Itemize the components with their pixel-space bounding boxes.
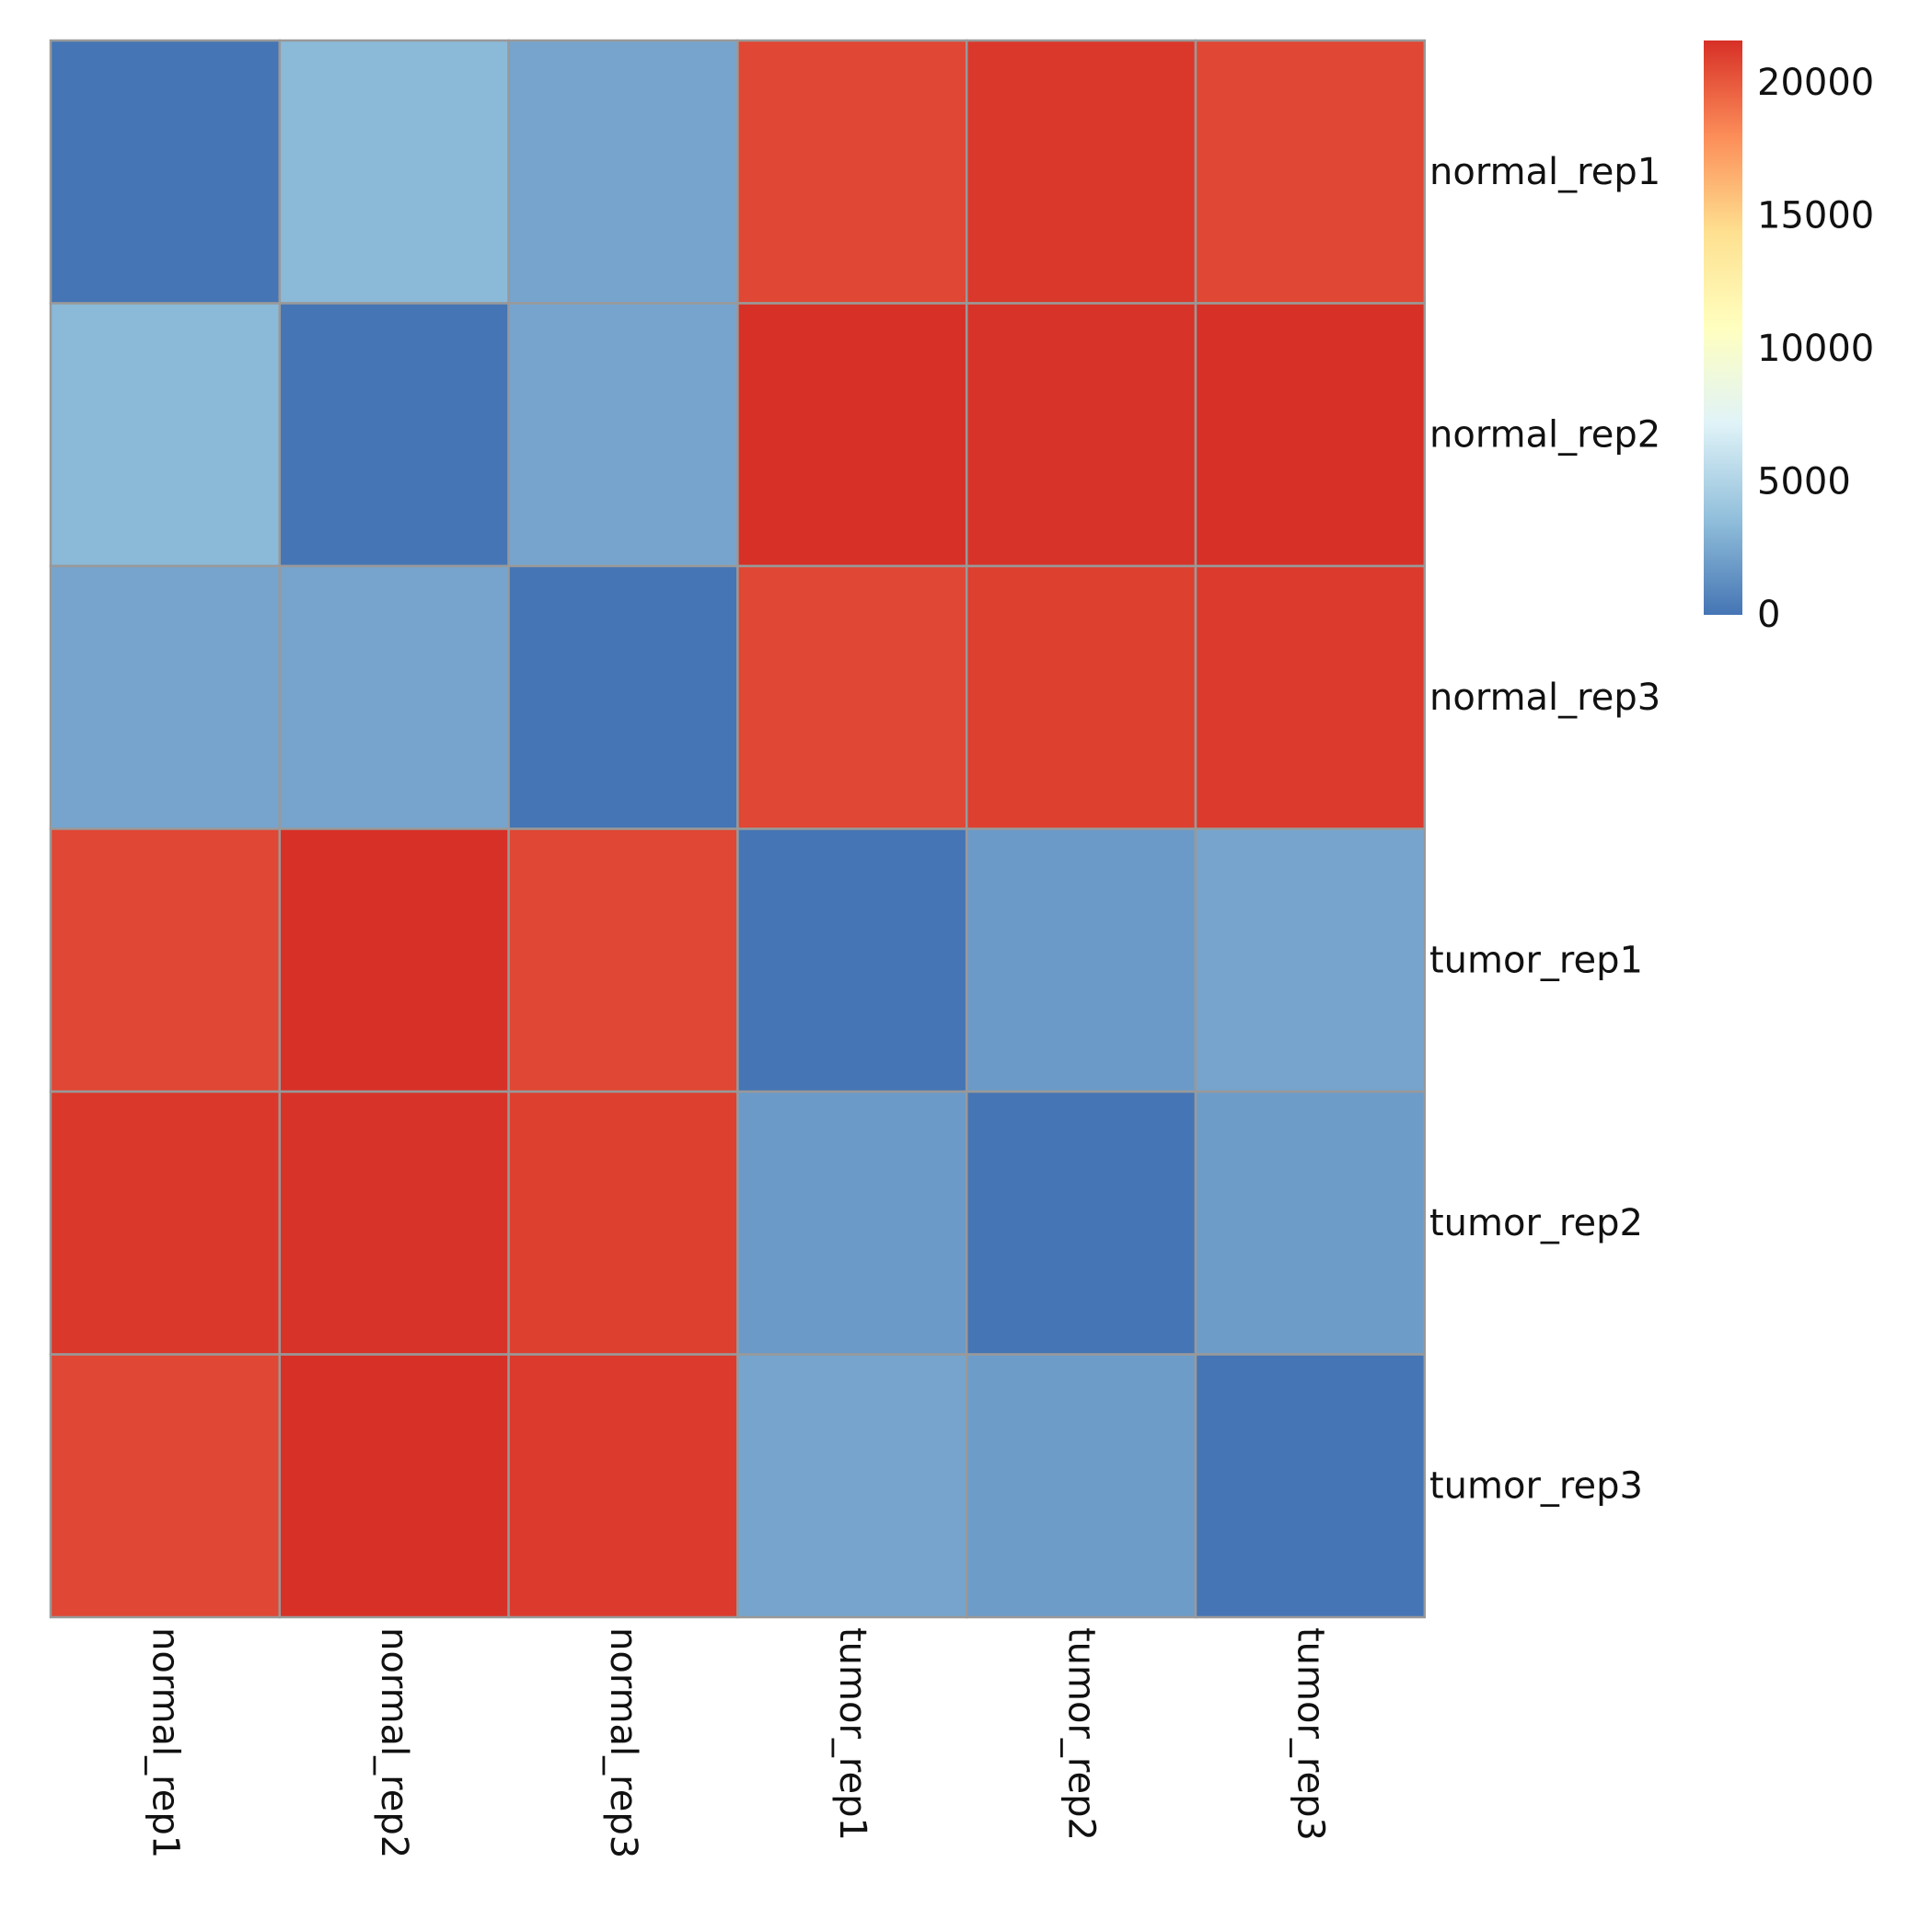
heatmap-cell <box>965 1353 1197 1619</box>
heatmap-cell <box>736 39 968 305</box>
heatmap-cell <box>278 39 510 305</box>
heatmap-cell <box>278 827 510 1093</box>
heatmap-cell <box>507 1353 739 1619</box>
column-label: tumor_rep3 <box>1289 1627 1331 1841</box>
heatmap-cell <box>736 302 968 568</box>
colorbar-tick-label: 15000 <box>1757 195 1874 237</box>
heatmap-cell <box>965 302 1197 568</box>
heatmap-cell <box>965 564 1197 830</box>
heatmap-cell <box>49 564 282 830</box>
heatmap-cell <box>736 1353 968 1619</box>
heatmap-cell <box>1194 564 1427 830</box>
heatmap-cell <box>278 1353 510 1619</box>
heatmap-cell <box>965 827 1197 1093</box>
column-label: tumor_rep1 <box>831 1627 873 1841</box>
heatmap-cell <box>278 302 510 568</box>
heatmap-cell <box>1194 1353 1427 1619</box>
heatmap-cell <box>965 1090 1197 1356</box>
column-labels: normal_rep1 normal_rep2 normal_rep3 tumor_r… <box>144 1627 1331 1858</box>
heatmap-cell <box>507 302 739 568</box>
heatmap-cell <box>49 302 282 568</box>
heatmap-cell <box>49 827 282 1093</box>
row-label: tumor_rep3 <box>1429 1464 1643 1507</box>
heatmap-cell <box>507 1090 739 1356</box>
heatmap-cell <box>1194 39 1427 305</box>
row-label: tumor_rep1 <box>1429 939 1643 981</box>
heatmap-cell <box>278 564 510 830</box>
column-label: normal_rep1 <box>144 1627 186 1858</box>
column-label: normal_rep3 <box>602 1627 644 1858</box>
row-labels: normal_rep1 normal_rep2 normal_rep3 tumor_r… <box>1429 151 1660 1508</box>
heatmap-cell <box>49 1353 282 1619</box>
heatmap-cell <box>1194 827 1427 1093</box>
heatmap-cell <box>736 827 968 1093</box>
colorbar: 0 5000 10000 15000 20000 <box>1704 40 1874 636</box>
colorbar-tick-label: 5000 <box>1757 461 1851 503</box>
heatmap-cell <box>507 39 739 305</box>
heatmap-cell <box>736 1090 968 1356</box>
heatmap-cell <box>278 1090 510 1356</box>
heatmap-cell <box>965 39 1197 305</box>
heatmap-cells <box>49 39 1427 1619</box>
heatmap-cell <box>49 1090 282 1356</box>
row-label: normal_rep3 <box>1429 677 1660 719</box>
colorbar-tick-label: 0 <box>1757 594 1780 636</box>
heatmap-cell <box>736 564 968 830</box>
heatmap-cell <box>507 564 739 830</box>
heatmap-cell <box>1194 302 1427 568</box>
colorbar-tick-label: 20000 <box>1757 62 1874 104</box>
heatmap-cell <box>507 827 739 1093</box>
column-label: tumor_rep2 <box>1060 1627 1103 1841</box>
colorbar-gradient <box>1704 40 1742 615</box>
colorbar-tick-label: 10000 <box>1757 328 1874 370</box>
heatmap-cell <box>1194 1090 1427 1356</box>
row-label: normal_rep2 <box>1429 413 1660 456</box>
row-label: normal_rep1 <box>1429 151 1660 193</box>
column-label: normal_rep2 <box>373 1627 415 1858</box>
row-label: tumor_rep2 <box>1429 1202 1643 1244</box>
heatmap-cell <box>49 39 282 305</box>
